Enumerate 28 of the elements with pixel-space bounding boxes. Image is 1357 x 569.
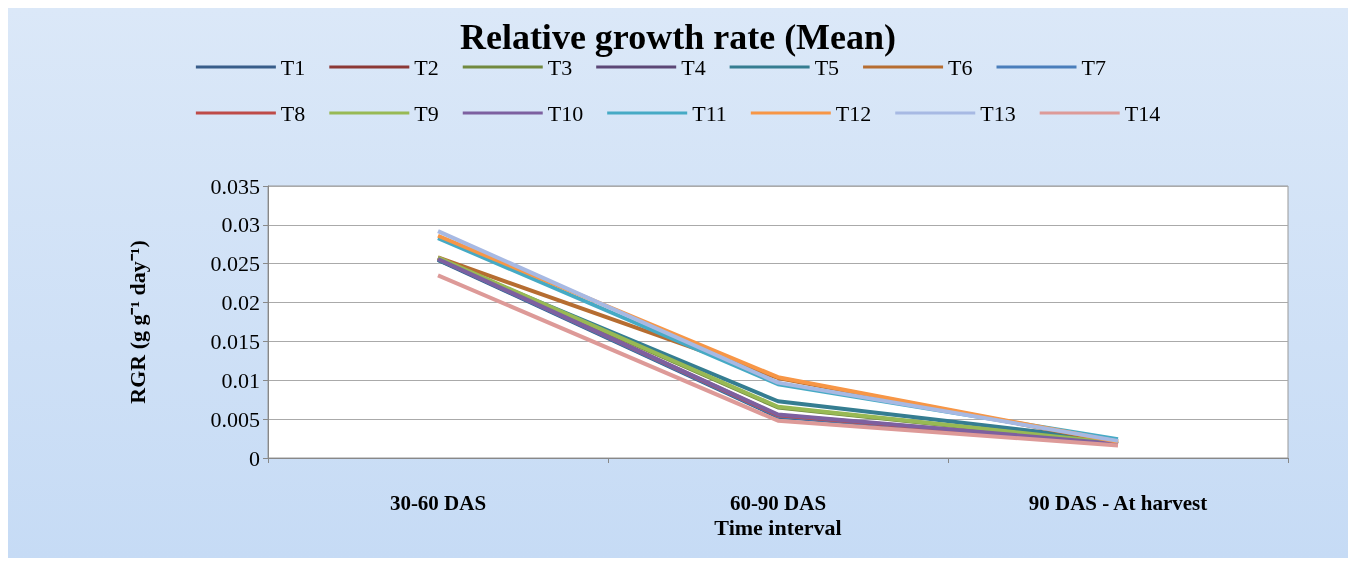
chart-title: Relative growth rate (Mean): [459, 17, 897, 57]
y-tick-label: 0.02: [221, 290, 260, 316]
legend-label: T2: [414, 54, 439, 80]
y-tick-label: 0.01: [221, 367, 260, 393]
legend-label: T4: [681, 54, 706, 80]
y-tick-label: 0.03: [221, 212, 260, 238]
x-tick-label: 90 DAS - At harvest: [1028, 490, 1208, 515]
legend-label: T6: [948, 54, 973, 80]
legend-label: T3: [547, 54, 573, 80]
x-tick-label: 30-60 DAS: [389, 490, 487, 515]
legend-label: T1: [280, 54, 306, 80]
legend-label: T5: [814, 54, 840, 80]
legend-label: T8: [280, 100, 306, 126]
legend-label: T10: [547, 100, 584, 126]
y-tick-label: 0.015: [210, 328, 260, 354]
legend-label: T7: [1081, 54, 1106, 80]
y-tick-label: 0.025: [210, 251, 260, 277]
legend-label: T14: [1124, 100, 1161, 126]
legend-label: T9: [414, 100, 439, 126]
x-tick-label: 60-90 DAS: [729, 490, 827, 515]
legend-label: T12: [835, 100, 872, 126]
y-tick-label: 0.005: [210, 406, 260, 432]
y-tick-label: 0.035: [210, 173, 260, 199]
legend-label: T13: [980, 100, 1016, 126]
y-tick-label: 0: [249, 445, 260, 471]
x-axis-title: Time interval: [714, 514, 842, 540]
y-axis-title: RGR (g g⁻¹ day⁻¹): [124, 240, 150, 404]
legend-label: T11: [692, 100, 727, 126]
